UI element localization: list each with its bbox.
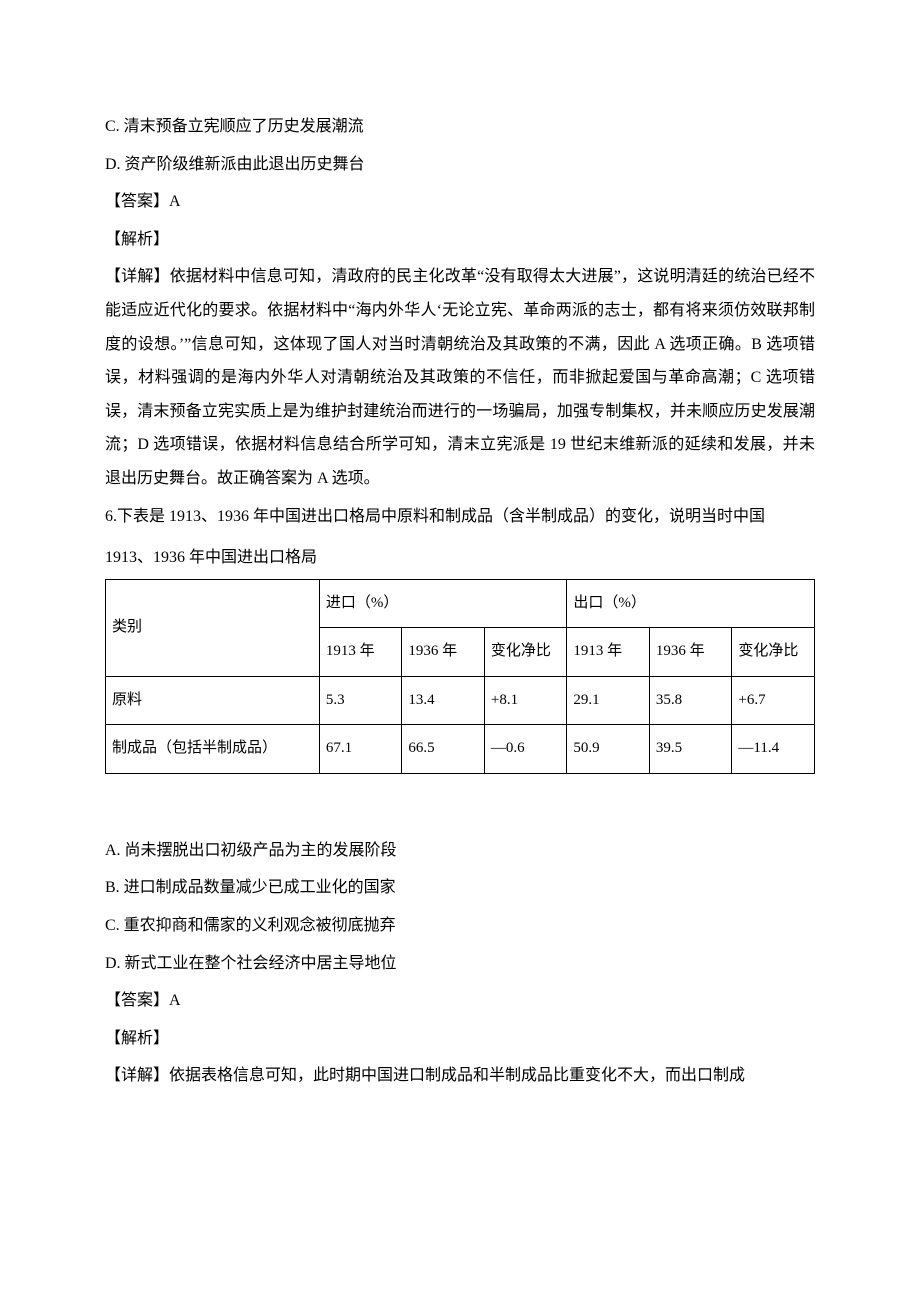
cell-value: 39.5 bbox=[649, 725, 732, 774]
option-c-q5: C. 清末预备立宪顺应了历史发展潮流 bbox=[105, 110, 815, 144]
table-header-row-1: 类别 进口（%） 出口（%） bbox=[106, 579, 815, 628]
cell-value: 67.1 bbox=[319, 725, 402, 774]
option-d-q5: D. 资产阶级维新派由此退出历史舞台 bbox=[105, 148, 815, 182]
header-exp-net: 变化净比 bbox=[732, 628, 815, 677]
table-title: 1913、1936 年中国进出口格局 bbox=[105, 541, 815, 575]
cell-value: 29.1 bbox=[567, 676, 650, 725]
answer-q5: 【答案】A bbox=[105, 185, 815, 219]
detail-q5: 【详解】依据材料中信息可知，清政府的民主化改革“没有取得太大进展”，这说明清廷的… bbox=[105, 260, 815, 495]
analysis-label-q5: 【解析】 bbox=[105, 223, 815, 257]
import-export-table: 类别 进口（%） 出口（%） 1913 年 1936 年 变化净比 1913 年… bbox=[105, 579, 815, 774]
header-imp-1913: 1913 年 bbox=[319, 628, 402, 677]
cell-value: 50.9 bbox=[567, 725, 650, 774]
header-category: 类别 bbox=[106, 579, 320, 676]
option-d-q6: D. 新式工业在整个社会经济中居主导地位 bbox=[105, 947, 815, 981]
option-a-q6: A. 尚未摆脱出口初级产品为主的发展阶段 bbox=[105, 834, 815, 868]
header-import: 进口（%） bbox=[319, 579, 567, 628]
table-row: 原料 5.3 13.4 +8.1 29.1 35.8 +6.7 bbox=[106, 676, 815, 725]
detail-q6: 【详解】依据表格信息可知，此时期中国进口制成品和半制成品比重变化不大，而出口制成 bbox=[105, 1059, 815, 1093]
answer-q6: 【答案】A bbox=[105, 984, 815, 1018]
cell-value: 5.3 bbox=[319, 676, 402, 725]
cell-value: —0.6 bbox=[484, 725, 567, 774]
header-imp-1936: 1936 年 bbox=[402, 628, 485, 677]
cell-value: 13.4 bbox=[402, 676, 485, 725]
cell-value: 66.5 bbox=[402, 725, 485, 774]
header-imp-net: 变化净比 bbox=[484, 628, 567, 677]
cell-category: 原料 bbox=[106, 676, 320, 725]
cell-value: —11.4 bbox=[732, 725, 815, 774]
analysis-label-q6: 【解析】 bbox=[105, 1022, 815, 1056]
cell-category: 制成品（包括半制成品） bbox=[106, 725, 320, 774]
question-6-stem: 6.下表是 1913、1936 年中国进出口格局中原料和制成品（含半制成品）的变… bbox=[105, 500, 815, 534]
header-export: 出口（%） bbox=[567, 579, 815, 628]
cell-value: +8.1 bbox=[484, 676, 567, 725]
header-exp-1913: 1913 年 bbox=[567, 628, 650, 677]
table-row: 制成品（包括半制成品） 67.1 66.5 —0.6 50.9 39.5 —11… bbox=[106, 725, 815, 774]
question-6-options: A. 尚未摆脱出口初级产品为主的发展阶段 B. 进口制成品数量减少已成工业化的国… bbox=[105, 834, 815, 1093]
document-page: C. 清末预备立宪顺应了历史发展潮流 D. 资产阶级维新派由此退出历史舞台 【答… bbox=[0, 0, 920, 1302]
option-c-q6: C. 重农抑商和儒家的义利观念被彻底抛弃 bbox=[105, 909, 815, 943]
option-b-q6: B. 进口制成品数量减少已成工业化的国家 bbox=[105, 871, 815, 905]
header-exp-1936: 1936 年 bbox=[649, 628, 732, 677]
cell-value: 35.8 bbox=[649, 676, 732, 725]
cell-value: +6.7 bbox=[732, 676, 815, 725]
